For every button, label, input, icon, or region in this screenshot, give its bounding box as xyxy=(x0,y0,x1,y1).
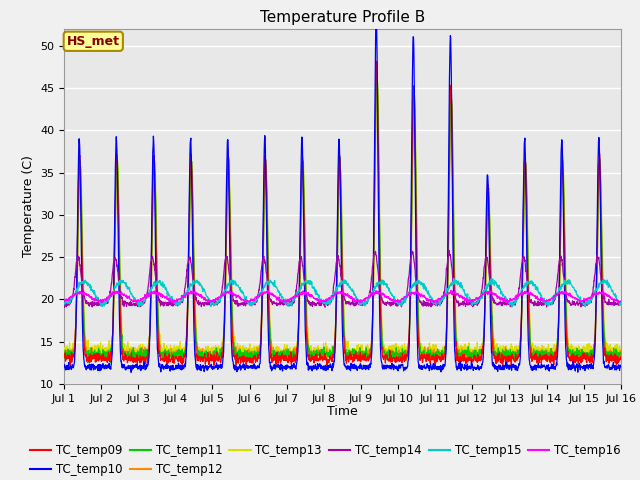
TC_temp13 xyxy=(129,350,136,356)
TC_temp11 xyxy=(617,350,625,356)
TC_temp15 xyxy=(243,297,251,303)
TC_temp14 xyxy=(239,301,246,307)
TC_temp09 xyxy=(243,363,250,369)
Line: TC_temp16: TC_temp16 xyxy=(64,290,621,303)
X-axis label: Time: Time xyxy=(327,405,358,418)
Line: TC_temp11: TC_temp11 xyxy=(64,72,621,363)
TC_temp10 xyxy=(617,364,625,370)
TC_temp12 xyxy=(75,206,83,212)
TC_temp11 xyxy=(75,195,83,201)
TC_temp16 xyxy=(617,298,625,304)
TC_temp13 xyxy=(60,347,68,353)
TC_temp09 xyxy=(373,59,381,64)
TC_temp11 xyxy=(373,70,381,75)
TC_temp16 xyxy=(60,298,68,304)
Text: HS_met: HS_met xyxy=(67,35,120,48)
TC_temp09 xyxy=(617,354,625,360)
TC_temp12 xyxy=(617,353,625,359)
TC_temp15 xyxy=(60,299,68,304)
TC_temp15 xyxy=(508,304,516,310)
TC_temp16 xyxy=(239,297,246,302)
TC_temp10 xyxy=(312,366,319,372)
TC_temp09 xyxy=(129,357,136,363)
Line: TC_temp12: TC_temp12 xyxy=(64,84,621,362)
TC_temp10 xyxy=(476,367,483,373)
TC_temp09 xyxy=(244,359,252,364)
Line: TC_temp13: TC_temp13 xyxy=(64,80,621,360)
TC_temp13 xyxy=(476,347,483,352)
TC_temp13 xyxy=(312,348,319,354)
Title: Temperature Profile B: Temperature Profile B xyxy=(260,10,425,25)
Line: TC_temp10: TC_temp10 xyxy=(64,12,621,372)
TC_temp16 xyxy=(244,299,252,304)
Line: TC_temp15: TC_temp15 xyxy=(64,278,621,307)
TC_temp13 xyxy=(75,216,83,221)
TC_temp09 xyxy=(60,351,68,357)
TC_temp10 xyxy=(75,152,83,157)
TC_temp10 xyxy=(127,370,135,375)
TC_temp09 xyxy=(238,358,246,363)
TC_temp12 xyxy=(373,81,381,86)
TC_temp12 xyxy=(243,355,251,360)
TC_temp10 xyxy=(60,365,68,371)
TC_temp14 xyxy=(60,304,68,310)
TC_temp11 xyxy=(84,360,92,366)
Line: TC_temp14: TC_temp14 xyxy=(64,251,621,307)
TC_temp10 xyxy=(244,365,252,371)
TC_temp14 xyxy=(129,302,137,308)
TC_temp09 xyxy=(476,354,483,360)
TC_temp15 xyxy=(450,276,458,281)
TC_temp16 xyxy=(476,294,483,300)
TC_temp12 xyxy=(476,349,483,355)
TC_temp14 xyxy=(60,299,68,304)
TC_temp15 xyxy=(75,285,83,290)
TC_temp14 xyxy=(476,299,483,305)
TC_temp15 xyxy=(129,294,136,300)
TC_temp09 xyxy=(312,355,319,360)
TC_temp12 xyxy=(129,351,136,357)
Legend: TC_temp09, TC_temp10, TC_temp11, TC_temp12, TC_temp13, TC_temp14, TC_temp15, TC_: TC_temp09, TC_temp10, TC_temp11, TC_temp… xyxy=(26,440,625,480)
TC_temp11 xyxy=(129,355,137,360)
TC_temp12 xyxy=(312,349,319,355)
TC_temp15 xyxy=(617,299,625,305)
TC_temp14 xyxy=(312,302,319,308)
TC_temp16 xyxy=(170,300,177,306)
TC_temp12 xyxy=(238,353,246,359)
TC_temp13 xyxy=(374,77,381,83)
TC_temp16 xyxy=(129,298,136,304)
TC_temp09 xyxy=(75,176,83,182)
TC_temp10 xyxy=(372,9,380,15)
TC_temp15 xyxy=(312,291,319,297)
TC_temp16 xyxy=(447,288,455,293)
TC_temp14 xyxy=(75,257,83,263)
TC_temp13 xyxy=(239,351,246,357)
TC_temp16 xyxy=(312,297,319,302)
TC_temp14 xyxy=(244,299,252,305)
TC_temp13 xyxy=(244,352,252,358)
TC_temp13 xyxy=(617,348,625,354)
TC_temp16 xyxy=(75,291,83,297)
TC_temp11 xyxy=(244,348,252,353)
TC_temp14 xyxy=(445,248,453,253)
TC_temp15 xyxy=(238,290,246,296)
TC_temp10 xyxy=(239,363,246,369)
Line: TC_temp09: TC_temp09 xyxy=(64,61,621,366)
Y-axis label: Temperature (C): Temperature (C) xyxy=(22,156,35,257)
TC_temp14 xyxy=(617,300,625,306)
TC_temp15 xyxy=(475,297,483,303)
TC_temp13 xyxy=(131,357,138,362)
TC_temp12 xyxy=(60,348,68,354)
TC_temp10 xyxy=(129,364,137,370)
TC_temp11 xyxy=(476,348,483,354)
TC_temp11 xyxy=(60,352,68,358)
TC_temp12 xyxy=(470,360,477,365)
TC_temp11 xyxy=(239,356,246,361)
TC_temp11 xyxy=(312,348,319,354)
